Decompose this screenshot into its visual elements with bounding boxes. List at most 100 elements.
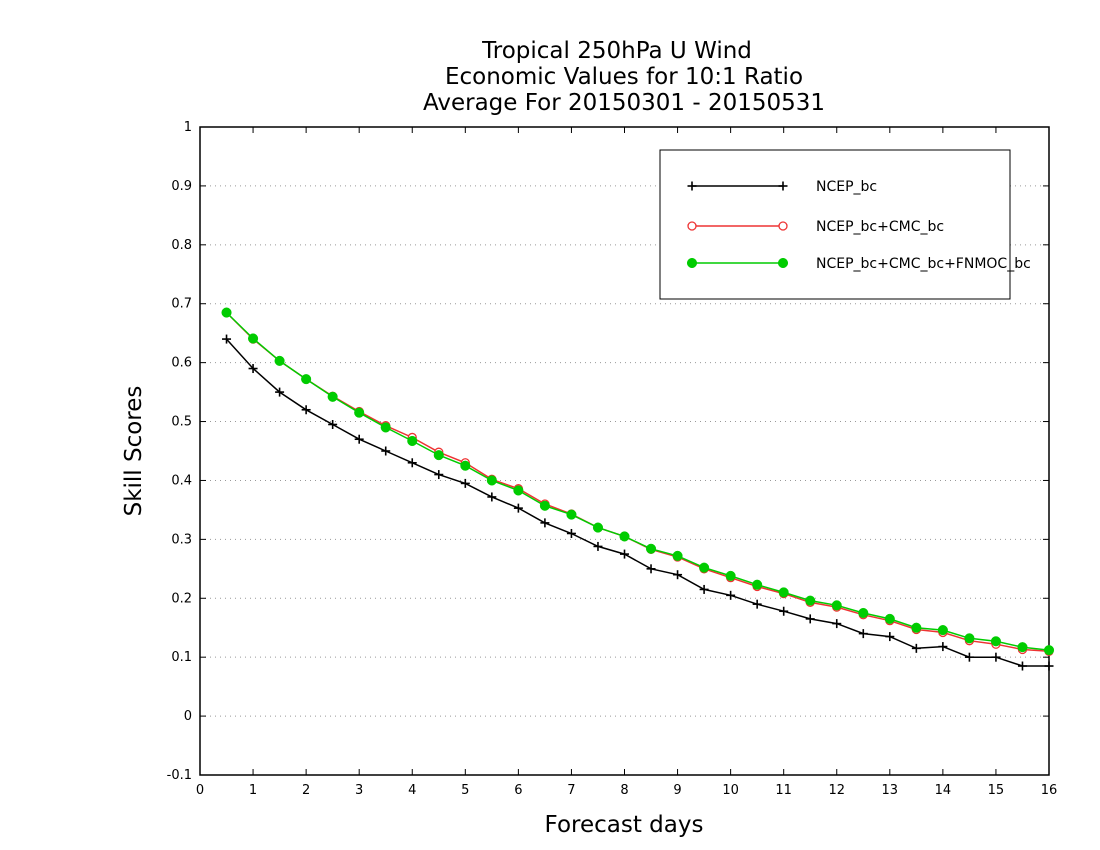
series-1 (222, 334, 1054, 671)
series-line (225, 338, 1049, 667)
filled-circle-marker (248, 333, 259, 344)
plus-marker (275, 387, 285, 397)
x-tick-label: 1 (249, 783, 257, 798)
chart-title-line-2: Economic Values for 10:1 Ratio (445, 64, 803, 90)
filled-circle-marker (672, 550, 683, 561)
plus-marker (513, 503, 523, 513)
x-tick-label: 9 (673, 783, 681, 798)
filled-circle-marker (539, 500, 550, 511)
plus-marker (328, 419, 338, 429)
y-tick-label: 1 (184, 120, 192, 135)
plus-marker (248, 364, 258, 374)
plus-marker (779, 606, 789, 616)
x-tick-label: 14 (935, 783, 952, 798)
plus-marker (673, 570, 683, 580)
filled-circle-marker (752, 579, 763, 590)
y-tick-label: 0.8 (171, 238, 192, 253)
legend-entry-2: NCEP_bc+CMC_bc (687, 219, 944, 235)
filled-circle-marker (725, 570, 736, 581)
filled-circle-marker (778, 587, 789, 598)
filled-circle-marker (858, 607, 869, 619)
filled-circle-marker (274, 355, 285, 366)
y-tick-label: 0.6 (171, 356, 192, 371)
filled-circle-marker (645, 543, 657, 554)
x-axis-label: Forecast days (545, 812, 704, 838)
open-circle-marker (687, 221, 697, 231)
filled-circle-marker (937, 625, 948, 636)
y-tick-label: 0 (184, 709, 192, 724)
filled-circle-marker (964, 633, 975, 644)
x-tick-label: 2 (302, 783, 310, 798)
x-tick-label: 5 (461, 783, 469, 798)
filled-circle-marker (990, 636, 1001, 647)
x-tick-label: 7 (567, 783, 575, 798)
plus-marker (726, 590, 736, 600)
filled-circle-marker (407, 435, 418, 447)
filled-circle-marker (327, 391, 338, 402)
plus-marker (778, 181, 788, 191)
filled-circle-marker (592, 522, 604, 533)
legend-entry-1: NCEP_bc (687, 179, 877, 195)
chart-title-line-1: Tropical 250hPa U Wind (481, 38, 752, 64)
filled-circle-marker (805, 595, 816, 606)
x-tick-label: 11 (775, 783, 792, 798)
legend-entry-3: NCEP_bc+CMC_bc+FNMOC_bc (686, 256, 1031, 272)
plus-marker (1017, 661, 1027, 671)
plus-marker (222, 334, 232, 344)
filled-circle-marker (486, 475, 497, 486)
plus-marker (487, 492, 497, 502)
plus-marker (964, 652, 974, 662)
plus-marker (991, 652, 1001, 662)
series-3 (221, 307, 1055, 656)
filled-circle-marker (1017, 642, 1028, 653)
filled-circle-marker (911, 622, 922, 633)
plus-marker (620, 549, 629, 559)
filled-circle-marker (777, 257, 789, 269)
plus-marker (938, 642, 948, 652)
plus-marker (381, 446, 391, 456)
y-tick-label: 0.1 (171, 650, 192, 665)
filled-circle-marker (221, 307, 232, 318)
plus-marker (832, 619, 842, 629)
chart-title-line-3: Average For 20150301 - 20150531 (423, 90, 825, 116)
filled-circle-marker (433, 450, 444, 461)
plus-marker (540, 518, 550, 528)
plus-marker (911, 643, 921, 653)
filled-circle-marker (566, 509, 577, 520)
plus-marker (858, 629, 868, 639)
y-axis-label: Skill Scores (121, 386, 147, 517)
legend: NCEP_bc NCEP_bc+CMC_bc NCEP_bc+CMC_bc+FNMO… (659, 149, 1031, 300)
y-tick-label: 0.5 (171, 415, 192, 430)
y-tick-label: 0.2 (171, 591, 192, 606)
y-axis: -0.1 0 0.1 0.2 0.3 0.4 0.5 0.6 0.7 0.8 0.9 1 (167, 120, 1049, 783)
x-tick-label: 8 (620, 783, 628, 798)
filled-circle-marker (1043, 645, 1055, 656)
filled-circle-marker (686, 257, 698, 269)
x-tick-label: 0 (196, 783, 204, 798)
filled-circle-marker (619, 531, 630, 542)
x-tick-label: 16 (1041, 783, 1058, 798)
y-tick-label: 0.4 (171, 473, 192, 488)
legend-label: NCEP_bc (816, 179, 877, 195)
y-tick-label: 0.3 (171, 532, 192, 547)
filled-circle-marker (699, 562, 710, 573)
plus-marker (407, 458, 417, 468)
x-tick-label: 12 (828, 783, 845, 798)
filled-circle-marker (513, 485, 524, 496)
plus-marker (752, 599, 762, 609)
legend-label: NCEP_bc+CMC_bc+FNMOC_bc (816, 256, 1031, 272)
y-tick-label: -0.1 (167, 768, 192, 783)
plus-marker (566, 528, 576, 538)
filled-circle-marker (831, 600, 842, 611)
x-tick-label: 13 (882, 783, 899, 798)
x-tick-label: 3 (355, 783, 363, 798)
x-tick-label: 4 (408, 783, 416, 798)
filled-circle-marker (884, 613, 895, 624)
open-circle-marker (778, 221, 788, 231)
filled-circle-marker (380, 422, 391, 433)
plus-marker (885, 632, 895, 642)
plus-marker (805, 614, 815, 624)
plus-marker (687, 181, 697, 191)
